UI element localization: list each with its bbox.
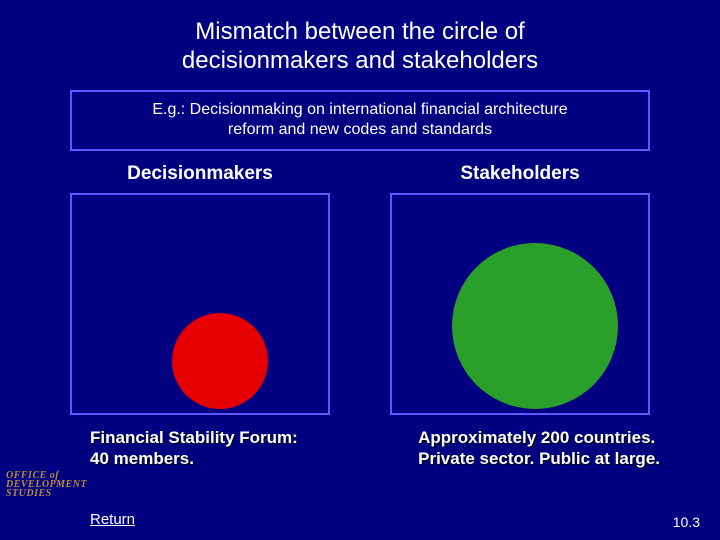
subtitle-line-1: E.g.: Decisionmaking on international fi… [152, 101, 567, 118]
stakeholders-circle [452, 243, 618, 409]
slide-number: 10.3 [673, 514, 700, 530]
right-caption-line-1: Approximately 200 countries. [418, 428, 655, 447]
right-panel-column: Stakeholders [390, 163, 650, 415]
captions-row: Financial Stability Forum: 40 members. A… [90, 427, 660, 470]
title-line-2: decisionmakers and stakeholders [182, 47, 538, 74]
footer-logo: OFFICE of DEVELOPMENT STUDIES [6, 471, 87, 498]
title-line-1: Mismatch between the circle of [195, 18, 524, 45]
right-caption: Approximately 200 countries. Private sec… [418, 427, 660, 470]
left-caption: Financial Stability Forum: 40 members. [90, 427, 298, 470]
logo-line-3: STUDIES [6, 488, 52, 499]
right-caption-line-2: Private sector. Public at large. [418, 449, 660, 468]
return-link[interactable]: Return [90, 511, 135, 528]
left-caption-line-1: Financial Stability Forum: [90, 428, 298, 447]
left-caption-line-2: 40 members. [90, 449, 194, 468]
left-panel-box [70, 193, 330, 415]
right-panel-box [390, 193, 650, 415]
slide-title: Mismatch between the circle of decisionm… [0, 0, 720, 76]
panels-row: Decisionmakers Stakeholders [70, 163, 650, 415]
left-panel-label: Decisionmakers [127, 163, 273, 185]
right-panel-label: Stakeholders [460, 163, 579, 185]
subtitle-line-2: reform and new codes and standards [228, 121, 492, 138]
decisionmakers-circle [172, 313, 268, 409]
subtitle-box: E.g.: Decisionmaking on international fi… [70, 90, 650, 152]
left-panel-column: Decisionmakers [70, 163, 330, 415]
